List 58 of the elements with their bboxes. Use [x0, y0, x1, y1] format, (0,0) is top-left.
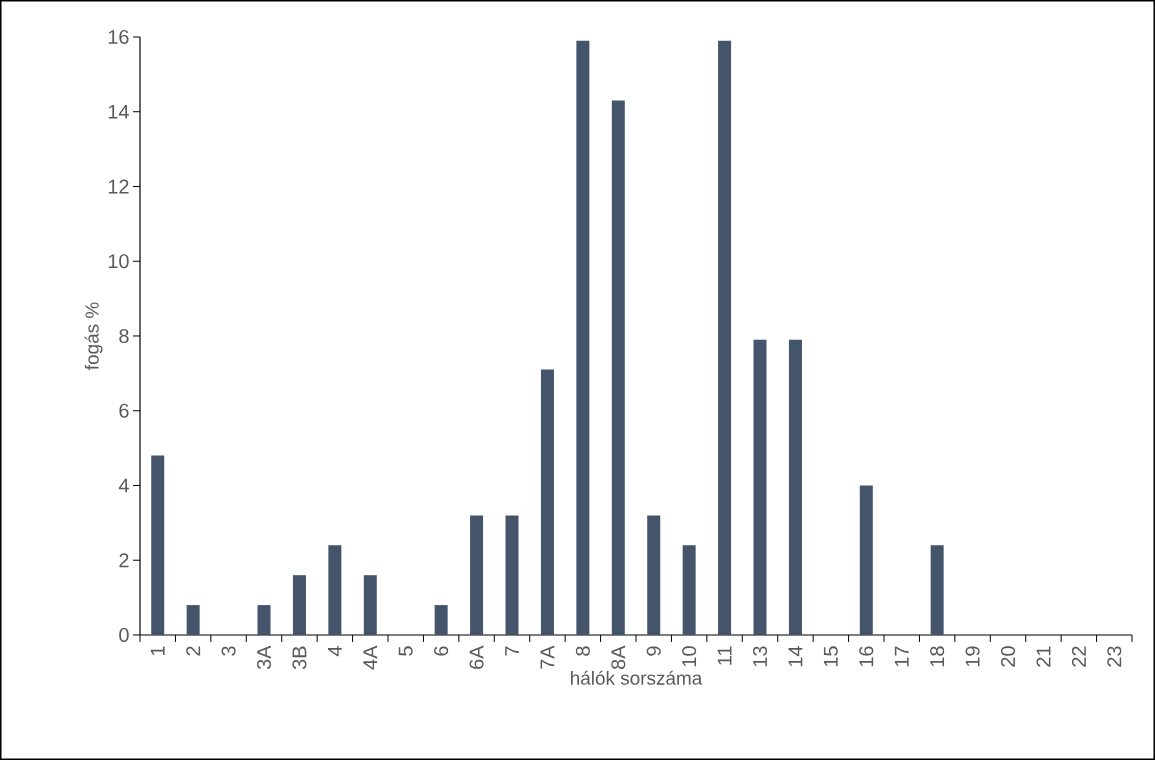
y-tick-label: 16 — [108, 29, 129, 45]
x-tick-label: 3 — [221, 646, 236, 656]
x-tick-label: 22 — [1071, 646, 1086, 667]
bar — [434, 605, 448, 635]
y-axis-title: fogás % — [84, 302, 103, 370]
y-tick-label: 14 — [108, 104, 129, 119]
x-tick-label: 15 — [823, 646, 838, 667]
x-tick-label: 3A — [256, 645, 272, 670]
x-tick-label: 6A — [469, 645, 484, 669]
x-tick-label: 16 — [859, 646, 874, 667]
x-tick-label: 23 — [1107, 646, 1122, 667]
x-tick-label: 3B — [292, 646, 307, 670]
x-tick-label: 6 — [434, 646, 449, 656]
bar — [930, 545, 944, 635]
y-tick-label: 12 — [108, 179, 129, 194]
x-tick-label: 5 — [398, 646, 413, 656]
bar — [611, 100, 625, 635]
x-tick-label: 1 — [150, 646, 165, 656]
bar — [859, 485, 873, 635]
x-tick-label: 20 — [1000, 646, 1016, 667]
x-tick-label: 14 — [788, 646, 803, 667]
y-tick-label: 6 — [119, 403, 129, 418]
y-tick-label: 0 — [119, 627, 129, 643]
x-tick-label: 4 — [328, 646, 342, 657]
x-tick-label: 8A — [611, 645, 626, 670]
x-axis-title: hálók sorszáma — [571, 670, 703, 685]
bar — [753, 339, 767, 635]
x-tick-label: 2 — [186, 646, 201, 656]
bar — [682, 545, 696, 635]
bar — [470, 515, 484, 635]
y-tick-label: 10 — [108, 254, 129, 269]
bar — [292, 575, 306, 635]
y-tick-label: 2 — [119, 553, 129, 568]
x-tick-label: 10 — [682, 646, 697, 667]
bar — [363, 575, 377, 635]
x-tick-label: 4A — [363, 645, 378, 670]
bar — [576, 40, 590, 635]
x-tick-label: 7A — [540, 645, 555, 669]
bar — [151, 455, 165, 635]
y-tick-label: 8 — [119, 328, 129, 344]
x-tick-label: 9 — [646, 646, 661, 656]
x-tick-label: 8 — [575, 646, 590, 656]
bar — [540, 369, 554, 635]
bar — [788, 339, 802, 635]
x-tick-label: 7 — [505, 646, 519, 656]
x-tick-label: 17 — [894, 646, 909, 667]
y-tick-label: 4 — [118, 478, 129, 493]
bar — [505, 515, 519, 635]
bar — [257, 605, 271, 635]
x-tick-label: 19 — [965, 646, 980, 667]
bar — [647, 515, 661, 635]
x-tick-label: 21 — [1036, 646, 1051, 667]
x-tick-label: 11 — [717, 646, 732, 665]
bar — [186, 605, 200, 635]
bar — [328, 545, 342, 635]
x-tick-label: 13 — [752, 646, 768, 667]
bar — [718, 40, 732, 635]
x-tick-label: 18 — [930, 646, 945, 667]
